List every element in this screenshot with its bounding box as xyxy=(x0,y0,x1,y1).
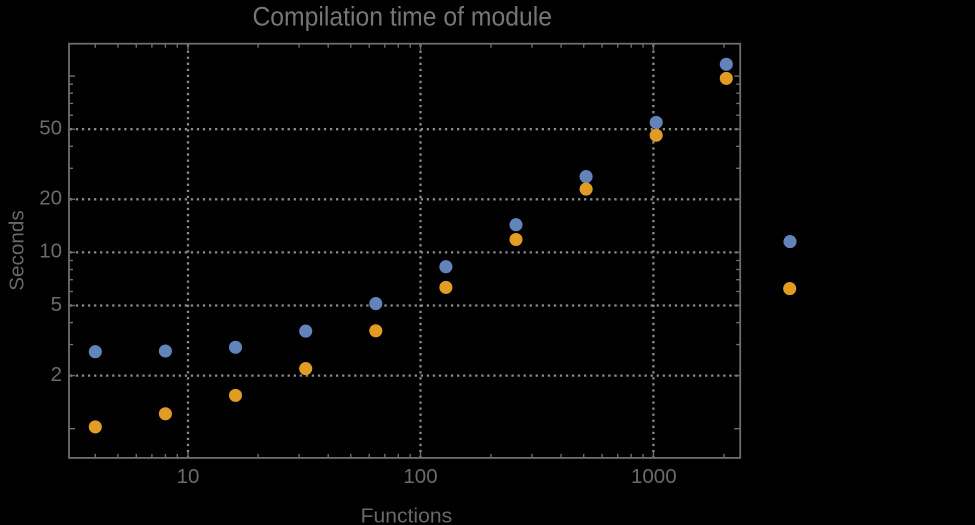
svg-text:1000: 1000 xyxy=(631,465,677,488)
svg-text:Seconds: Seconds xyxy=(6,210,29,291)
svg-text:50: 50 xyxy=(39,117,62,140)
svg-text:2: 2 xyxy=(51,363,62,386)
svg-text:5: 5 xyxy=(51,293,62,316)
svg-text:10: 10 xyxy=(177,465,200,488)
svg-text:10: 10 xyxy=(39,240,62,263)
svg-text:Compilation time of module: Compilation time of module xyxy=(252,2,552,32)
svg-text:Functions: Functions xyxy=(361,505,453,525)
svg-text:20: 20 xyxy=(39,187,62,210)
svg-text:100: 100 xyxy=(403,465,437,488)
